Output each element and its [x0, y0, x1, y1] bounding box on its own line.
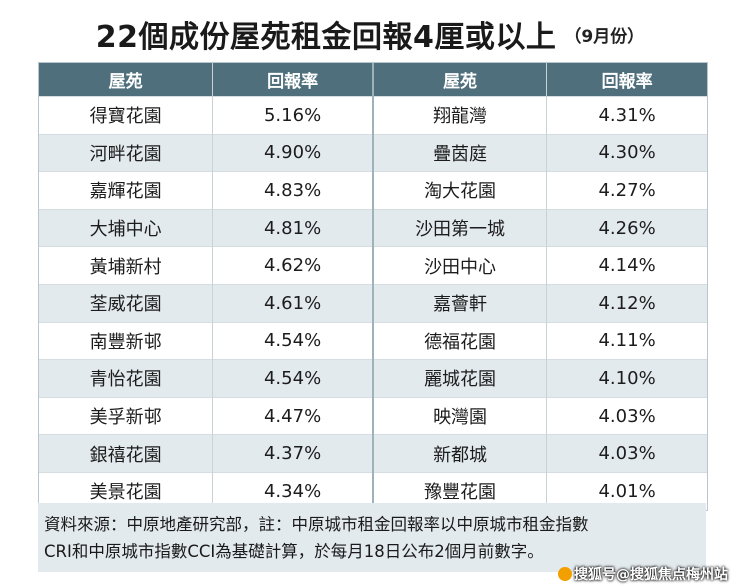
source-note-line-1: 資料來源：中原地產研究部，註：中原城市租金回報率以中原城市租金指數 [44, 515, 589, 534]
table-header-row: 屋苑 回報率 屋苑 回報率 [39, 63, 707, 97]
cell-estate-right: 德福花園 [372, 321, 548, 360]
title-block: 22個成份屋苑租金回報4厘或以上 （9月份） [0, 12, 740, 56]
cell-estate-right: 疊茵庭 [372, 133, 548, 172]
source-note-line-2: CRI和中原城市指數CCI為基礎計算，於每月18日公布2個月前數字。 [44, 542, 544, 561]
cell-yield-left: 4.83% [212, 171, 374, 210]
cell-estate-right: 新都城 [372, 434, 548, 473]
cell-estate-left: 美孚新邨 [39, 396, 214, 435]
cell-estate-right: 翔龍灣 [372, 96, 548, 135]
cell-yield-right: 4.03% [546, 396, 707, 435]
cell-estate-left: 銀禧花園 [39, 434, 214, 473]
cell-yield-left: 5.16% [212, 96, 374, 135]
table-row: 美孚新邨 4.47% 映灣園 4.03% [39, 396, 707, 435]
table-row: 青怡花園 4.54% 麗城花園 4.10% [39, 359, 707, 398]
table-row: 大埔中心 4.81% 沙田第一城 4.26% [39, 208, 707, 247]
cell-yield-left: 4.81% [212, 208, 374, 247]
table-row: 荃威花園 4.61% 嘉薈軒 4.12% [39, 283, 707, 323]
page-subtitle: （9月份） [564, 26, 645, 47]
cell-estate-right: 映灣園 [372, 396, 548, 435]
source-note: 資料來源：中原地產研究部，註：中原城市租金回報率以中原城市租金指數 CRI和中原… [38, 503, 706, 572]
cell-estate-right: 沙田第一城 [372, 208, 548, 247]
watermark: 搜狐号@搜狐焦点梅州站 [558, 564, 728, 584]
table-row: 銀禧花園 4.37% 新都城 4.03% [39, 434, 707, 473]
watermark-text: 搜狐号@搜狐焦点梅州站 [574, 567, 728, 583]
table-row: 南豐新邨 4.54% 德福花園 4.11% [39, 321, 707, 360]
cell-estate-left: 荃威花園 [39, 283, 214, 323]
cell-estate-left: 黃埔新村 [39, 246, 214, 285]
column-header-estate-right: 屋苑 [372, 63, 548, 97]
cell-yield-right: 4.12% [546, 283, 707, 323]
cell-estate-left: 南豐新邨 [39, 321, 214, 360]
cell-estate-left: 嘉輝花園 [39, 171, 214, 210]
cell-estate-left: 得寶花園 [39, 96, 214, 135]
cell-yield-right: 4.10% [546, 359, 707, 398]
cell-yield-right: 4.30% [546, 133, 707, 172]
cell-yield-left: 4.90% [212, 133, 374, 172]
cell-yield-right: 4.03% [546, 434, 707, 473]
cell-yield-left: 4.62% [212, 246, 374, 285]
table-row: 得寶花園 5.16% 翔龍灣 4.31% [39, 96, 707, 135]
cell-estate-right: 麗城花園 [372, 359, 548, 398]
cell-estate-left: 河畔花園 [39, 133, 214, 172]
cell-yield-left: 4.61% [212, 283, 374, 323]
cell-yield-right: 4.31% [546, 96, 707, 135]
table-row: 河畔花園 4.90% 疊茵庭 4.30% [39, 133, 707, 172]
column-header-yield-left: 回報率 [212, 63, 374, 97]
cell-estate-right: 淘大花園 [372, 171, 548, 210]
column-header-estate-left: 屋苑 [39, 63, 214, 97]
cell-yield-right: 4.27% [546, 171, 707, 210]
rent-yield-table-frame: 屋苑 回報率 屋苑 回報率 得寶花園 5.16% 翔龍灣 4.31% 河畔花園 4.90%… [38, 62, 708, 511]
cell-estate-right: 嘉薈軒 [372, 283, 548, 323]
cell-yield-left: 4.54% [212, 359, 374, 398]
cell-yield-left: 4.54% [212, 321, 374, 360]
cell-estate-left: 青怡花園 [39, 359, 214, 398]
cell-estate-left: 大埔中心 [39, 208, 214, 247]
page-title: 22個成份屋苑租金回報4厘或以上 [95, 20, 557, 55]
cell-yield-right: 4.14% [546, 246, 707, 285]
column-header-yield-right: 回報率 [546, 63, 707, 97]
cell-yield-right: 4.26% [546, 208, 707, 247]
table-row: 黃埔新村 4.62% 沙田中心 4.14% [39, 246, 707, 285]
cell-yield-left: 4.37% [212, 434, 374, 473]
cell-yield-right: 4.11% [546, 321, 707, 360]
sohu-logo-icon [558, 567, 572, 581]
table-row: 嘉輝花園 4.83% 淘大花園 4.27% [39, 171, 707, 210]
rent-yield-table: 屋苑 回報率 屋苑 回報率 得寶花園 5.16% 翔龍灣 4.31% 河畔花園 4.90%… [39, 63, 707, 510]
cell-yield-left: 4.47% [212, 396, 374, 435]
cell-estate-right: 沙田中心 [372, 246, 548, 285]
